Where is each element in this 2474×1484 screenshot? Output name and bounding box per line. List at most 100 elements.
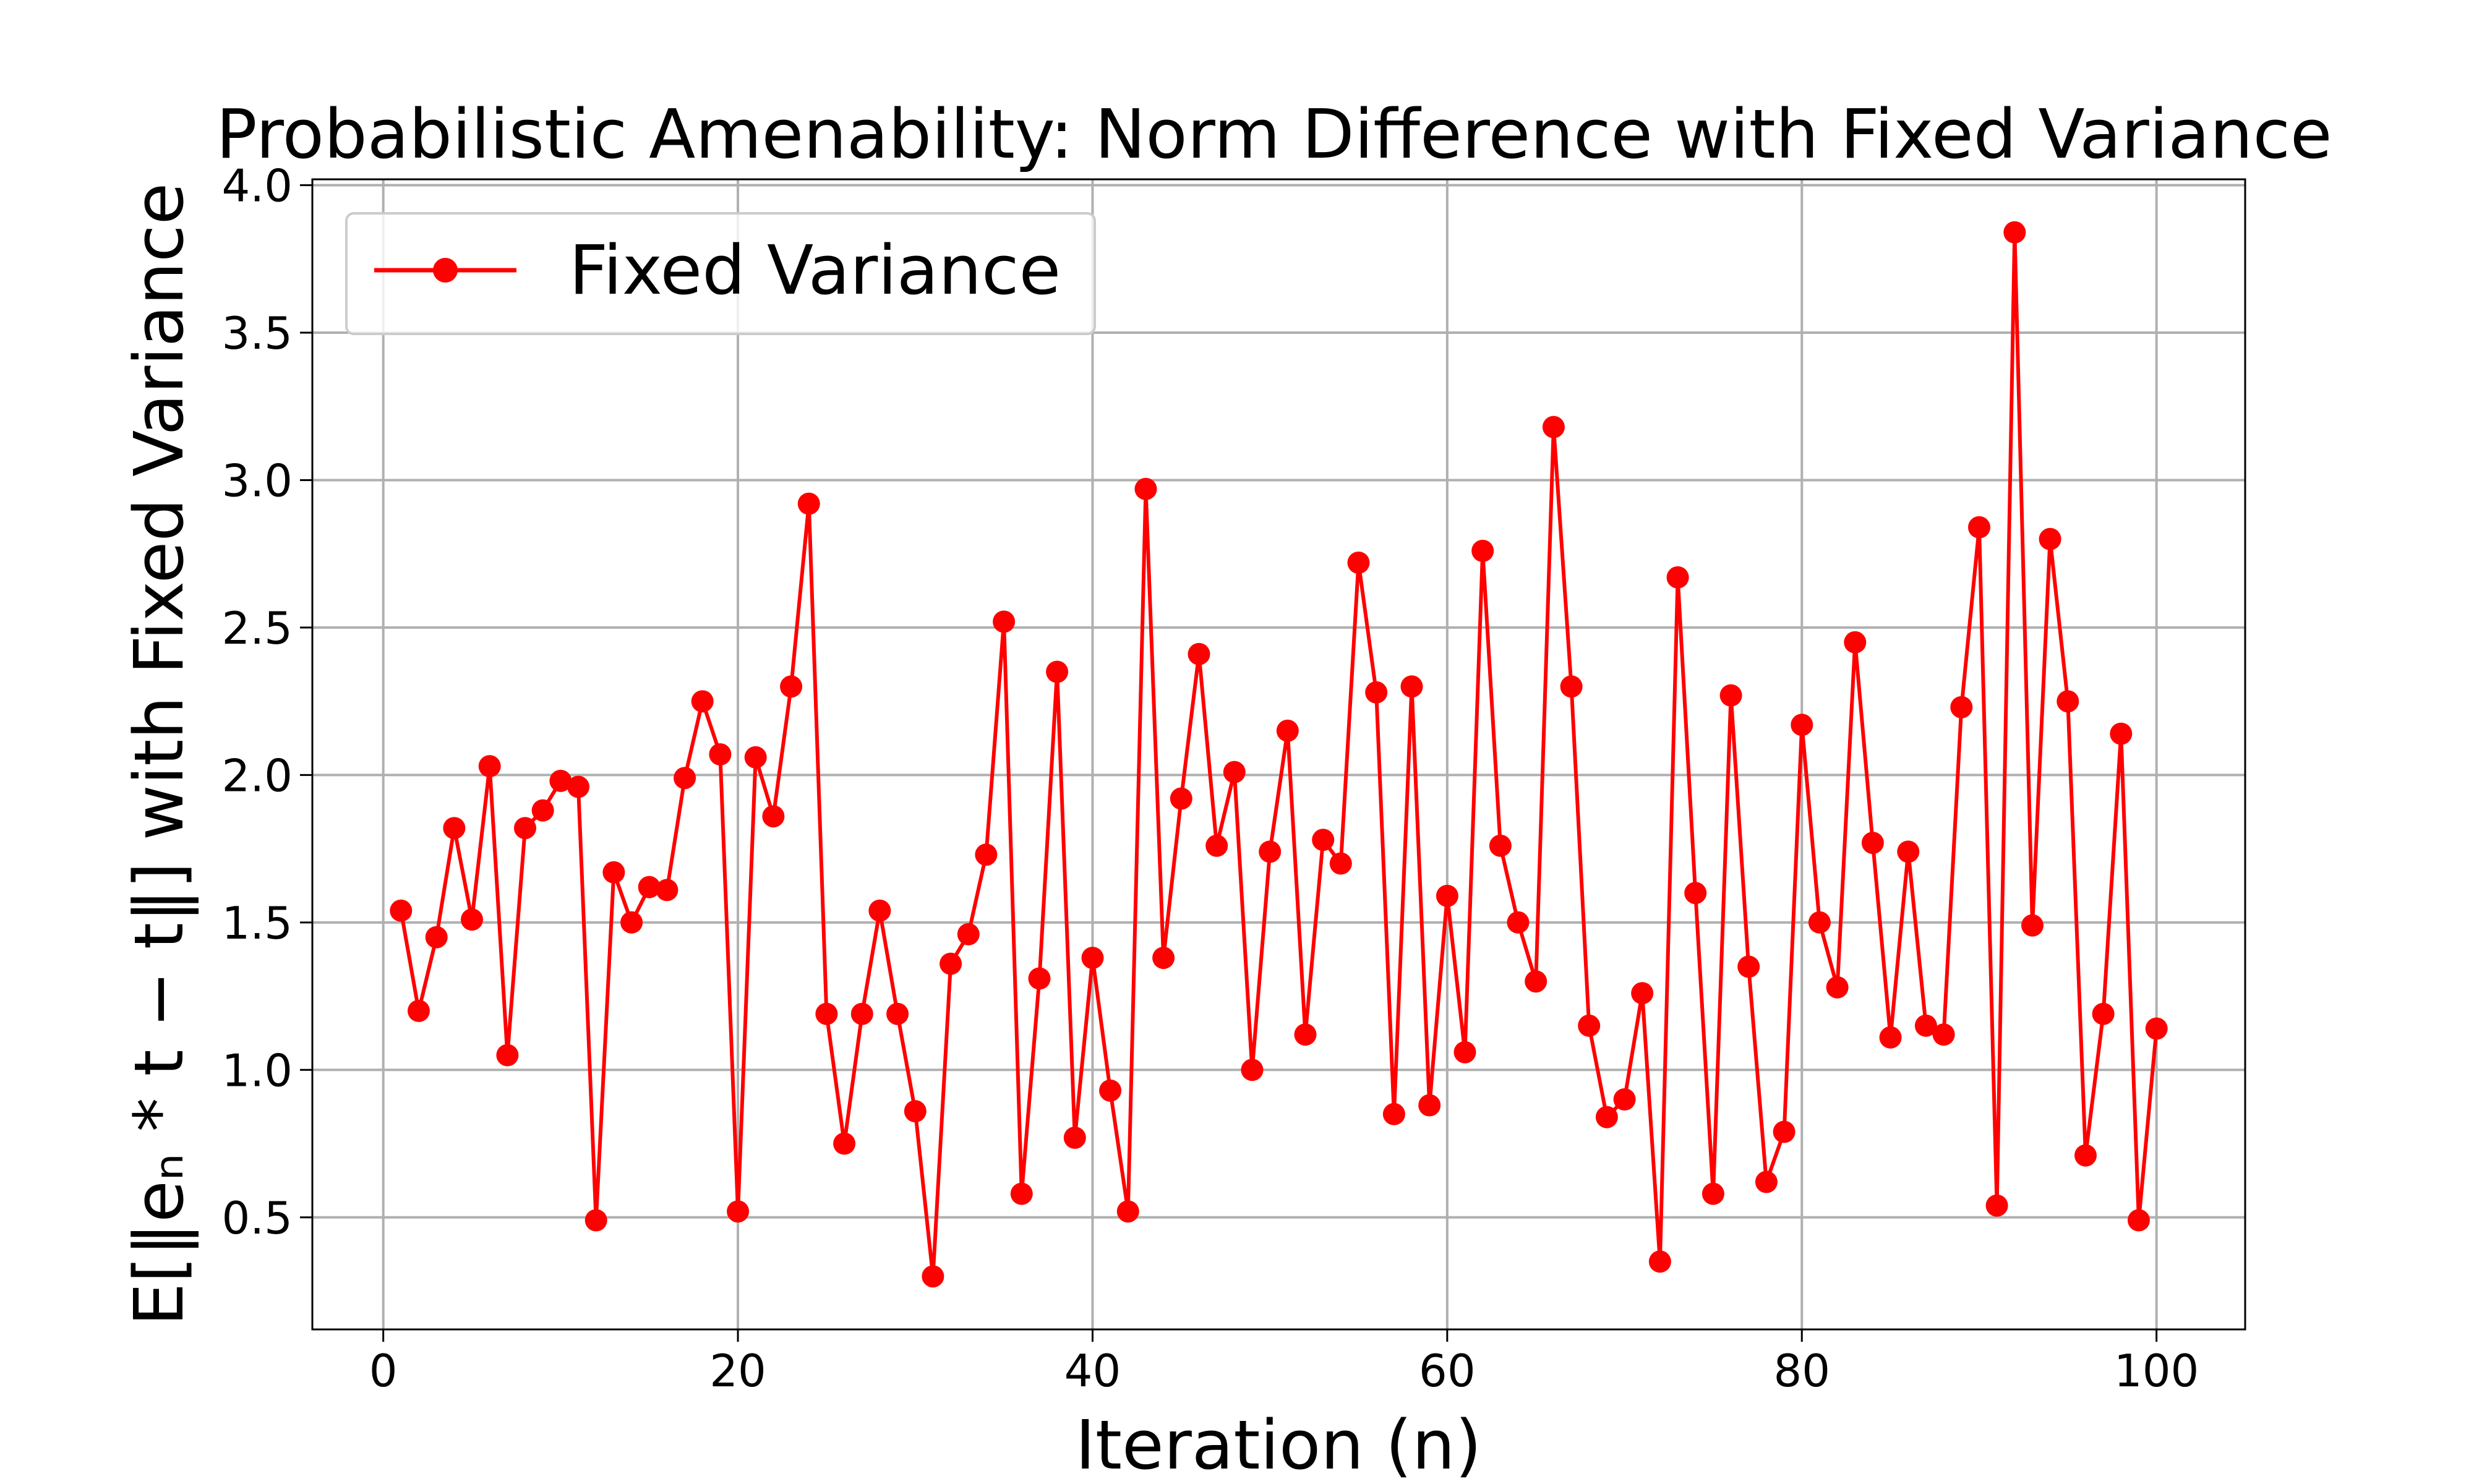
- data-point: [584, 1209, 607, 1232]
- data-point: [1932, 1023, 1955, 1046]
- data-point: [1968, 516, 1990, 539]
- series-line: [399, 230, 2159, 1279]
- data-point: [993, 610, 1016, 633]
- data-point: [478, 755, 501, 778]
- data-point: [1329, 852, 1352, 875]
- data-point: [2021, 914, 2044, 937]
- data-point: [620, 911, 643, 934]
- data-point: [904, 1100, 927, 1123]
- data-point: [1081, 947, 1104, 970]
- legend: Fixed Variance: [345, 212, 1096, 335]
- data-point: [1276, 719, 1299, 742]
- data-point: [1719, 684, 1742, 707]
- data-point: [531, 799, 554, 822]
- data-point: [638, 876, 661, 898]
- data-point: [2057, 690, 2079, 713]
- data-point: [1701, 1182, 1724, 1205]
- data-point: [425, 926, 448, 949]
- data-point: [602, 861, 625, 884]
- data-point: [1648, 1250, 1671, 1273]
- data-point: [1755, 1171, 1778, 1193]
- data-point: [390, 899, 413, 922]
- data-point: [2092, 1002, 2115, 1025]
- data-point: [1525, 970, 1547, 993]
- data-point: [691, 690, 714, 713]
- x-tick-label: 0: [369, 1345, 398, 1397]
- data-point: [1134, 477, 1157, 500]
- data-point: [975, 843, 998, 866]
- y-tick-label: 0.5: [221, 1192, 293, 1244]
- data-point: [443, 817, 466, 840]
- data-point: [1436, 884, 1458, 907]
- data-point: [797, 492, 820, 515]
- data-point: [1489, 834, 1512, 857]
- y-tick-label: 2.5: [221, 602, 293, 654]
- data-point: [1471, 539, 1494, 562]
- data-point: [922, 1265, 944, 1288]
- data-point: [1897, 840, 1920, 863]
- data-point: [496, 1044, 519, 1067]
- grid: [312, 179, 2245, 1329]
- data-point: [1223, 761, 1246, 783]
- x-tick-label: 40: [1064, 1345, 1121, 1397]
- data-point: [815, 1002, 838, 1025]
- data-point: [1400, 675, 1423, 698]
- data-point: [1950, 696, 1973, 719]
- data-point: [1116, 1200, 1139, 1223]
- y-tick-label: 4.0: [221, 160, 293, 212]
- data-point: [1578, 1014, 1601, 1037]
- data-point: [2145, 1017, 2168, 1040]
- data-point: [2039, 527, 2061, 550]
- data-point: [1063, 1127, 1086, 1149]
- data-point: [1542, 416, 1565, 438]
- data-point: [461, 908, 483, 931]
- data-point: [1879, 1026, 1902, 1049]
- y-tick-label: 2.0: [221, 749, 293, 801]
- data-point: [1365, 681, 1388, 704]
- data-point: [1808, 911, 1831, 934]
- legend-box: [345, 212, 1096, 335]
- data-point: [1312, 829, 1335, 851]
- data-point: [1152, 947, 1175, 970]
- data-point: [1773, 1120, 1796, 1143]
- data-point: [567, 775, 589, 798]
- data-point: [833, 1132, 856, 1155]
- data-point: [1259, 840, 1282, 863]
- data-point: [2128, 1209, 2150, 1232]
- data-point: [1010, 1182, 1033, 1205]
- x-axis-label: Iteration (n): [1075, 1405, 1481, 1484]
- y-axis-label: E[‖eₙ * t − t‖] with Fixed Variance: [119, 183, 199, 1326]
- x-tick-label: 60: [1419, 1345, 1476, 1397]
- data-point: [674, 767, 696, 790]
- data-point: [1347, 552, 1370, 574]
- x-tick-label: 100: [2114, 1345, 2199, 1397]
- data-point: [2110, 722, 2133, 745]
- x-tick-label: 20: [709, 1345, 766, 1397]
- data-point: [1046, 660, 1069, 683]
- data-point: [656, 879, 678, 902]
- data-point: [1170, 787, 1192, 810]
- data-point: [744, 746, 767, 769]
- y-tick-label: 3.0: [221, 454, 293, 506]
- data-point: [709, 743, 732, 765]
- data-point: [1861, 832, 1884, 855]
- data-point: [727, 1200, 750, 1223]
- x-axis-ticks: 0 20 40 60 80 100: [369, 1329, 2199, 1397]
- data-point: [780, 675, 803, 698]
- data-point: [1507, 911, 1530, 934]
- data-point: [850, 1002, 873, 1025]
- data-point: [1666, 566, 1689, 589]
- data-point: [940, 952, 962, 975]
- data-point: [1382, 1102, 1405, 1125]
- x-tick-label: 80: [1773, 1345, 1830, 1397]
- legend-marker-swatch: [433, 258, 458, 283]
- data-point: [1631, 982, 1654, 1005]
- data-point: [1294, 1023, 1317, 1046]
- data-point: [886, 1002, 909, 1025]
- data-point: [1205, 834, 1228, 857]
- chart-title: Probabilistic Amenability: Norm Differen…: [216, 95, 2332, 174]
- data-point: [1844, 631, 1867, 654]
- data-point: [1985, 1194, 2008, 1217]
- data-point: [514, 817, 536, 840]
- data-point: [1613, 1088, 1636, 1111]
